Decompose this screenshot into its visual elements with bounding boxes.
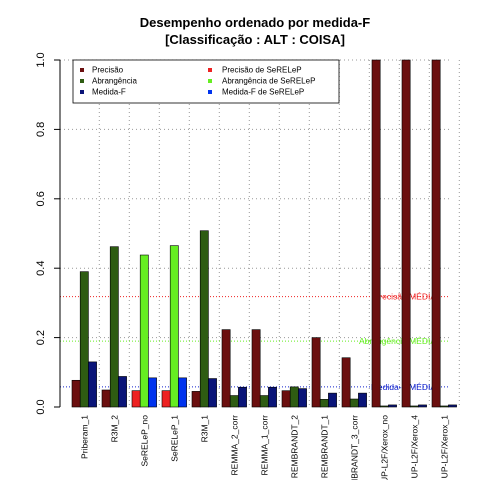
bar <box>238 386 247 408</box>
bar <box>379 405 389 408</box>
legend-swatch <box>208 79 212 83</box>
bar <box>268 386 277 408</box>
bar <box>298 388 307 408</box>
bar <box>251 329 261 408</box>
category-label: REMMA_1_corr <box>259 415 269 476</box>
category-label: UP-L2F/Xerox_no <box>379 415 389 480</box>
bar <box>319 399 329 408</box>
legend-box <box>72 59 340 104</box>
bar <box>139 254 149 408</box>
bar <box>101 389 111 408</box>
bar <box>259 395 269 408</box>
bar <box>118 376 127 408</box>
bar <box>349 398 359 408</box>
category-label: UP-L2F/Xerox_1 <box>439 415 449 479</box>
bar <box>71 379 81 408</box>
bar <box>131 390 141 408</box>
legend-swatch <box>208 90 212 94</box>
bar <box>409 405 419 408</box>
category-label: REMMA_2_corr <box>229 415 239 476</box>
bar <box>281 390 291 408</box>
y-tick-label: 0.2 <box>35 330 47 345</box>
legend-label: Medida-F <box>92 88 126 97</box>
legend-label: Abrangência <box>92 77 137 86</box>
category-label: Priberam_1 <box>79 415 89 459</box>
bar <box>371 59 381 408</box>
bar <box>79 271 89 408</box>
legend-label: Precisão <box>92 66 124 75</box>
y-axis: 0.0 0.2 0.4 0.6 0.8 1.0 <box>35 52 61 415</box>
bar <box>358 392 367 408</box>
category-label: REMBRANDT_3_corr <box>349 415 359 480</box>
bar <box>169 245 179 408</box>
bar <box>148 377 157 408</box>
bar <box>341 357 351 408</box>
bar <box>191 391 201 408</box>
y-tick-label: 0.0 <box>35 399 47 414</box>
category-label: SeRELeP_no <box>139 415 149 467</box>
legend-swatch <box>80 68 84 72</box>
bar <box>208 378 217 408</box>
chart-subtitle: [Classificação : ALT : COISA] <box>165 32 345 47</box>
legend: Precisão Precisão de SeRELeP Abrangência Ab… <box>72 59 340 104</box>
category-label: UP-L2F/Xerox_4 <box>409 415 419 479</box>
legend-label: Precisão de SeRELeP <box>222 66 302 75</box>
bar <box>178 377 187 408</box>
chart-title: Desempenho ordenado por medida-F <box>140 15 370 30</box>
bar <box>418 404 427 408</box>
bar <box>221 329 231 408</box>
bar <box>328 392 337 408</box>
bar <box>311 337 321 408</box>
bars <box>71 59 457 408</box>
y-tick-label: 0.6 <box>35 191 47 206</box>
category-label: R3M_1 <box>199 415 209 443</box>
bar <box>439 405 449 408</box>
category-labels: Priberam_1 R3M_2 SeRELeP_no SeRELeP_1 R3M_1 R… <box>79 415 449 480</box>
bar <box>109 246 119 408</box>
bar <box>401 59 411 408</box>
category-label: R3M_2 <box>109 415 119 443</box>
legend-swatch <box>80 79 84 83</box>
mean-line-label: Abrangência MÉDIA <box>359 336 436 346</box>
grid <box>60 59 460 407</box>
category-label: REMBRANDT_1 <box>319 415 329 479</box>
legend-swatch <box>80 90 84 94</box>
category-label: REMBRANDT_2 <box>289 415 299 479</box>
bar <box>229 395 239 408</box>
legend-label: Medida-F de SeRELeP <box>222 88 304 97</box>
bar <box>88 361 97 408</box>
legend-swatch <box>208 68 212 72</box>
category-label: SeRELeP_1 <box>169 415 179 462</box>
bar <box>388 404 397 408</box>
y-tick-label: 0.8 <box>35 122 47 137</box>
y-tick-label: 1.0 <box>35 52 47 67</box>
bar <box>161 390 171 408</box>
legend-label: Abrangência de SeRELeP <box>222 77 315 86</box>
bar <box>289 386 299 408</box>
bar <box>431 59 441 408</box>
y-tick-label: 0.4 <box>35 261 47 276</box>
bar <box>448 404 457 408</box>
bar <box>199 230 209 408</box>
